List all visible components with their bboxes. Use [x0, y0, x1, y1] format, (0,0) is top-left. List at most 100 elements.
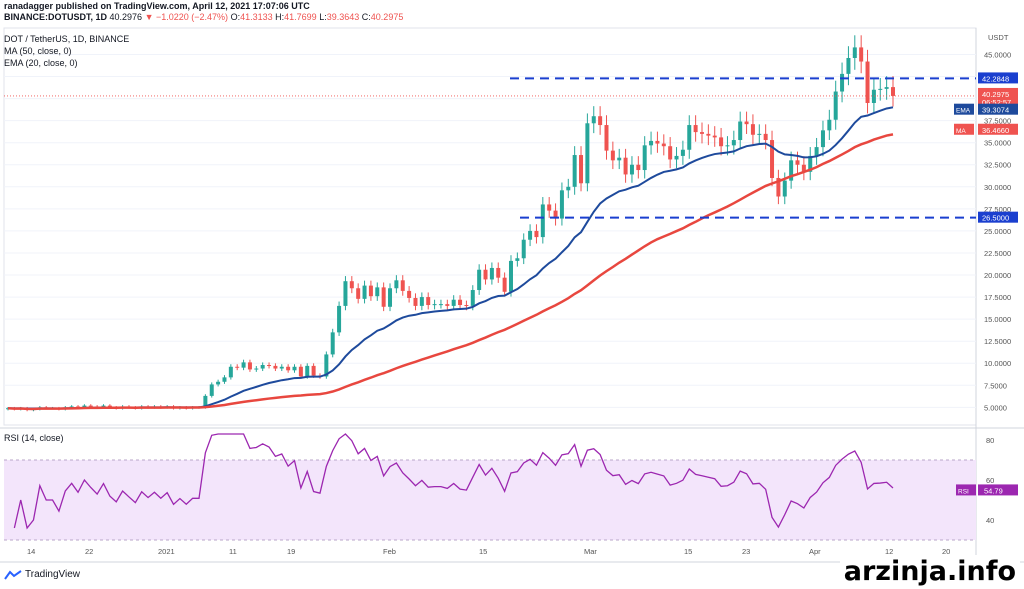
price-label: 36.4660	[982, 126, 1009, 135]
candle-body	[235, 366, 240, 368]
x-tick-label: 15	[684, 547, 692, 556]
candle-body	[604, 125, 609, 151]
candle-body	[286, 366, 291, 371]
candle-body	[324, 354, 329, 377]
candle-body	[891, 87, 895, 96]
candle-body	[483, 269, 488, 280]
candle-body	[209, 384, 214, 396]
candle-body	[725, 145, 730, 147]
candle-body	[311, 365, 316, 376]
candle-body	[789, 160, 794, 181]
tradingview-icon	[4, 569, 22, 580]
brand-name: TradingView	[25, 569, 81, 580]
x-tick-label: 12	[885, 547, 893, 556]
tradingview-logo[interactable]: TradingView	[4, 569, 80, 580]
price-label-countdown: 06:52:57	[982, 98, 1011, 107]
x-tick-label: 22	[85, 547, 93, 556]
candle-body	[432, 304, 437, 306]
candle-body	[770, 140, 775, 178]
candle-body	[381, 287, 386, 307]
candle-body	[400, 280, 405, 291]
y-tick-label: 27.5000	[984, 205, 1011, 214]
candle-body	[534, 230, 539, 238]
candle-body	[871, 89, 876, 103]
candle-body	[680, 149, 685, 156]
candle-body	[572, 155, 577, 187]
candle-body	[687, 125, 692, 150]
candle-body	[865, 61, 870, 103]
candle-body	[477, 269, 482, 291]
candle-body	[362, 285, 367, 299]
price-label-bg	[978, 211, 1018, 223]
candle-body	[470, 290, 475, 306]
candle-body	[750, 124, 755, 135]
candle-body	[795, 160, 800, 165]
price-label-bg	[978, 123, 1018, 135]
price-tag: EMA	[956, 108, 971, 115]
watermark: arzinja.info	[839, 555, 1020, 589]
x-tick-label: Apr	[809, 547, 821, 556]
price-tag: MA	[956, 128, 966, 135]
legend-title: DOT / TetherUS, 1D, BINANCE	[4, 34, 130, 44]
candle-body	[279, 366, 284, 369]
candle-body	[884, 87, 889, 89]
candle-body	[859, 47, 864, 62]
ohlc-o-value: 41.3133	[240, 12, 273, 22]
legend-ema: EMA (20, close, 0)	[4, 58, 78, 68]
candle-body	[458, 299, 463, 306]
x-tick-label: 23	[742, 547, 750, 556]
candle-body	[343, 281, 348, 306]
candle-body	[852, 47, 857, 58]
candle-body	[426, 297, 431, 306]
ma50-line	[7, 133, 894, 411]
candle-body	[846, 57, 851, 74]
candle-body	[827, 119, 832, 131]
x-tick-label: Mar	[584, 547, 597, 556]
last-price: 40.2976	[109, 12, 143, 22]
candle-body	[661, 143, 666, 147]
candle-body	[757, 133, 762, 135]
candle-body	[566, 186, 571, 191]
symbol: BINANCE:DOTUSDT, 1D	[4, 12, 108, 22]
candle-body	[801, 164, 806, 172]
y-tick-label: 30.0000	[984, 183, 1011, 192]
candle-body	[744, 121, 749, 125]
rsi-label: 54.79	[984, 486, 1003, 495]
y-tick-label: 45.0000	[984, 50, 1011, 59]
candle-body	[649, 140, 654, 146]
candle-body	[413, 297, 418, 306]
candle-body	[559, 190, 564, 219]
candle-body	[445, 304, 450, 306]
candle-body	[82, 405, 87, 408]
candle-body	[375, 287, 380, 297]
price-tag-bg	[954, 103, 974, 115]
ohlc-c-label: C:	[361, 12, 371, 22]
y-tick-label: 17.5000	[984, 293, 1011, 302]
candle-body	[617, 157, 622, 161]
candle-body	[337, 305, 342, 333]
candle-body	[273, 365, 278, 369]
candle-body	[878, 88, 883, 90]
candle-body	[76, 406, 81, 408]
candle-body	[489, 267, 494, 280]
candle-body	[591, 116, 596, 124]
candle-body	[712, 135, 717, 138]
candle-body	[267, 365, 272, 367]
candle-body	[776, 177, 781, 197]
candle-body	[674, 155, 679, 160]
price-label: 42.2848	[982, 74, 1009, 83]
symbol-line: BINANCE:DOTUSDT, 1D 40.2976 ▼ −1.0220 (−…	[4, 12, 403, 22]
candle-body	[719, 137, 724, 147]
candle-body	[464, 305, 469, 307]
candle-body	[388, 288, 393, 307]
publisher-line: ranadagger published on TradingView.com,…	[4, 1, 310, 11]
candle-body	[292, 366, 297, 371]
ohlc-h-label: H:	[275, 12, 285, 22]
rsi-tag-bg	[956, 484, 976, 496]
y-tick-label: 37.5000	[984, 117, 1011, 126]
candle-body	[668, 146, 673, 160]
unit-label: USDT	[988, 33, 1009, 42]
candle-body	[438, 304, 443, 306]
candle-body	[298, 366, 303, 377]
